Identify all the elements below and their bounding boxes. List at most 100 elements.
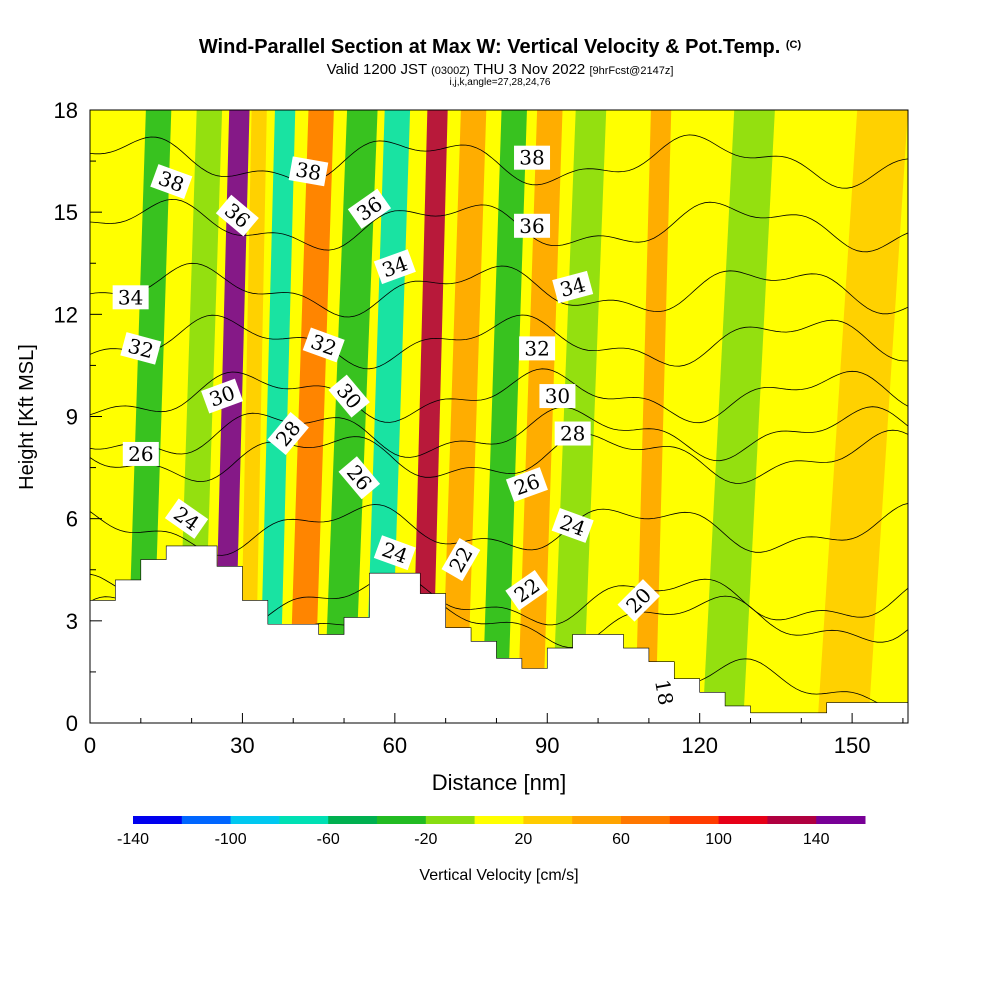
contour-label-bg — [215, 194, 259, 237]
velocity-band — [551, 110, 607, 723]
contour-label-bg — [552, 270, 594, 304]
contour-label-bg — [267, 412, 309, 456]
contour-label-bg — [554, 421, 591, 446]
contour-label-bg — [347, 188, 392, 229]
colorbar-tick-label: 20 — [515, 831, 533, 848]
forecast-info: [9hrFcst@2147z] — [589, 65, 674, 77]
contour-label-bg — [551, 508, 594, 543]
colorbar-tick-label: -100 — [215, 831, 247, 848]
y-tick-label: 3 — [66, 609, 78, 634]
terrain-profile — [90, 545, 908, 723]
colorbar-tick-label: 60 — [612, 831, 630, 848]
grid-indices: i,j,k,angle=27,28,24,76 — [449, 77, 551, 88]
contour-label: 34 — [552, 270, 594, 304]
contour-label: 36 — [514, 213, 551, 238]
colorbar-swatch — [377, 816, 427, 824]
contour-label-bg — [373, 535, 416, 571]
velocity-band — [239, 110, 267, 723]
velocity-band — [126, 110, 172, 723]
theta-contour-38 — [90, 134, 908, 189]
contour-label-text: 38 — [519, 146, 544, 170]
x-tick-label: 90 — [535, 733, 559, 758]
velocity-band — [817, 110, 908, 723]
theta-contour-26 — [90, 429, 908, 484]
terrain-mask — [90, 545, 908, 723]
colorbar: -140 -100 -60 -20 20 60 100 140 — [117, 816, 866, 848]
y-tick-label: 6 — [66, 507, 78, 532]
chart-title-text: Wind-Parallel Section at Max W: Vertical… — [198, 36, 781, 58]
contour-label-bg — [120, 332, 162, 365]
contour-label: 24 — [164, 498, 209, 539]
contour-label-bg — [505, 467, 548, 503]
theta-contour-24 — [90, 503, 908, 556]
y-tick-label: 18 — [54, 98, 78, 123]
contour-label-bg — [328, 374, 370, 418]
colorbar-tick-label: 100 — [705, 831, 732, 848]
contour-label: 34 — [373, 249, 416, 285]
contour-label-bg — [302, 327, 345, 363]
copyright-mark: (C) — [785, 39, 802, 51]
colorbar-swatch — [669, 816, 720, 824]
contour-label-bg — [112, 285, 149, 310]
contour-label-bg — [373, 249, 416, 285]
chart-subtitle: Valid 1200 JST (0300Z) THU 3 Nov 2022 [9… — [0, 61, 1000, 78]
colorbar-swatch — [133, 816, 183, 824]
contour-label-bg — [288, 156, 329, 187]
contour-label-bg — [150, 164, 193, 199]
theta-contour-34 — [90, 262, 908, 318]
contour-label-bg — [441, 537, 481, 582]
contour-label-bg — [617, 579, 660, 622]
colorbar-tick-label: -140 — [117, 831, 149, 848]
contour-label-bg — [519, 336, 556, 361]
contour-label: 38 — [514, 145, 551, 170]
colorbar-swatch — [425, 816, 476, 824]
valid-time: Valid 1200 JST — [326, 61, 427, 78]
theta-contour-36 — [90, 198, 908, 253]
contour-label-bg — [514, 145, 551, 170]
colorbar-swatch — [718, 816, 768, 824]
colorbar-swatch — [572, 816, 622, 824]
x-tick-label: 120 — [681, 733, 718, 758]
contour-label: 20 — [617, 579, 660, 622]
colorbar-swatch — [328, 816, 378, 824]
contour-label-text: 28 — [560, 422, 585, 446]
contour-label: 18 — [649, 672, 680, 713]
velocity-band — [259, 110, 296, 723]
x-axis-label: Distance [nm] — [432, 770, 567, 795]
valid-utc: (0300Z) — [431, 65, 470, 77]
colorbar-swatch — [230, 816, 280, 824]
contour-label-bg — [514, 213, 551, 238]
x-tick-label: 60 — [383, 733, 407, 758]
velocity-band — [323, 110, 378, 723]
contour-label: 24 — [551, 508, 594, 543]
theta-contour-32 — [90, 314, 908, 370]
colorbar-swatch — [523, 816, 573, 824]
y-axis: 0 3 6 9 12 15 18 — [54, 98, 102, 736]
velocity-band — [635, 110, 672, 723]
theta-contour-28 — [90, 406, 908, 462]
contour-label-text: 32 — [524, 336, 549, 360]
colorbar-label: Vertical Velocity [cm/s] — [419, 867, 578, 884]
contour-label-text: 38 — [294, 157, 323, 185]
colorbar-swatch — [621, 816, 671, 824]
colorbar-tick-label: -60 — [317, 831, 340, 848]
colorbar-swatch — [816, 816, 866, 824]
contour-label-bg — [164, 498, 209, 539]
x-tick-label: 30 — [230, 733, 254, 758]
y-tick-label: 15 — [54, 200, 78, 225]
contour-label-bg — [122, 441, 159, 466]
velocity-band — [288, 110, 334, 723]
y-axis-label: Height [Kft MSL] — [16, 344, 38, 490]
valid-date: THU 3 Nov 2022 — [473, 61, 586, 78]
contour-label: 38 — [288, 156, 329, 187]
velocity-band — [481, 110, 527, 723]
velocity-band — [702, 110, 775, 723]
contour-label-text: 18 — [650, 678, 678, 707]
x-tick-label: 0 — [84, 733, 96, 758]
x-tick-label: 150 — [834, 733, 871, 758]
contour-label: 32 — [519, 336, 556, 361]
contour-label-bg — [539, 384, 576, 409]
velocity-band — [517, 110, 563, 723]
velocity-band — [411, 110, 448, 723]
